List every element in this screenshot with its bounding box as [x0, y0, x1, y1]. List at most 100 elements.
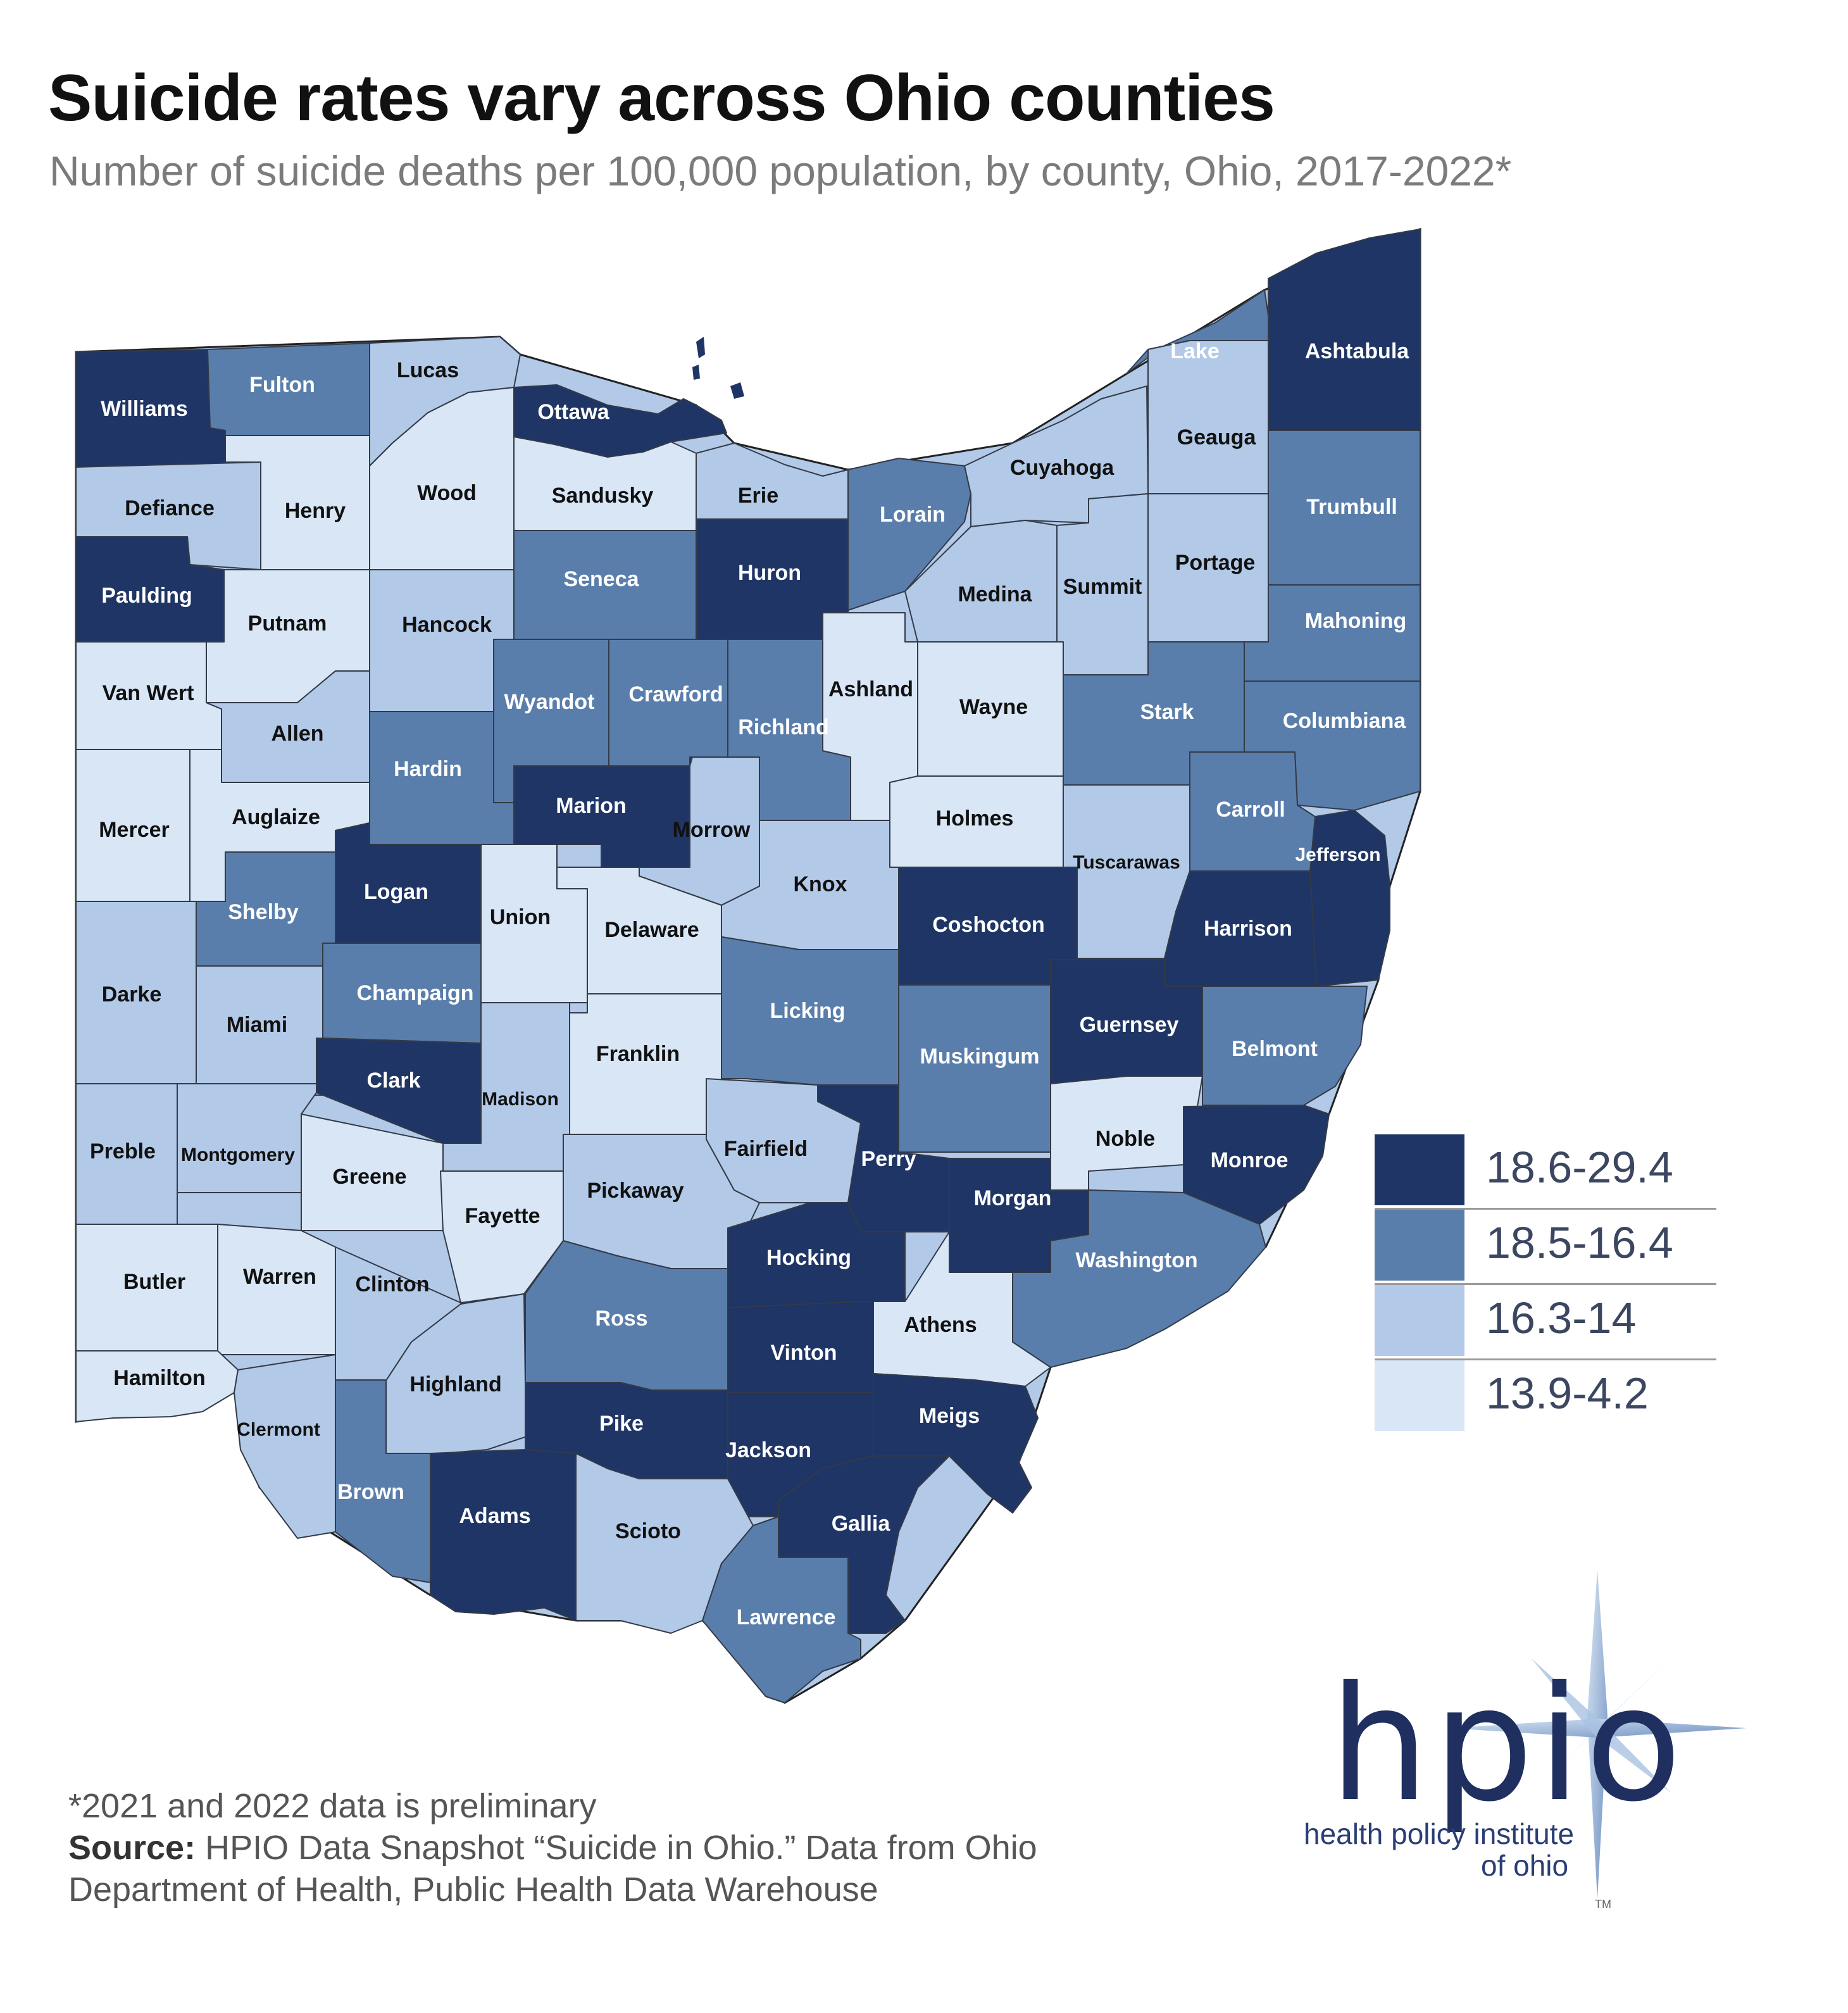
legend-item: 18.6-29.4: [1375, 1134, 1716, 1210]
county-label: Noble: [1096, 1127, 1155, 1151]
county-montgomery: [177, 1083, 317, 1193]
county-geauga: [1147, 340, 1269, 494]
county-label: Jefferson: [1295, 844, 1380, 865]
county-label: Guernsey: [1080, 1013, 1179, 1037]
county-label: Defiance: [125, 496, 215, 520]
county-label: Logan: [364, 880, 428, 904]
county-label: Meigs: [919, 1404, 980, 1428]
county-label: Coshocton: [932, 913, 1045, 937]
county-label: Licking: [770, 999, 845, 1023]
county-label: Henry: [285, 499, 346, 523]
county-label: Crawford: [628, 682, 723, 706]
county-label: Highland: [409, 1372, 501, 1396]
county-label: Mahoning: [1305, 609, 1407, 633]
county-label: Lake: [1170, 339, 1220, 363]
legend-swatch: [1375, 1210, 1464, 1281]
county-adams: [430, 1449, 577, 1621]
footnotes: *2021 and 2022 data is preliminary Sourc…: [68, 1785, 1037, 1910]
county-label: Auglaize: [232, 805, 320, 829]
legend-item: 18.5-16.4: [1375, 1210, 1716, 1285]
county-label: Gallia: [832, 1512, 891, 1536]
county-label: Lucas: [397, 358, 459, 382]
preliminary-note: *2021 and 2022 data is preliminary: [68, 1787, 597, 1825]
legend-item: 13.9-4.2: [1375, 1360, 1716, 1434]
legend-item: 16.3-14: [1375, 1285, 1716, 1360]
page-title: Suicide rates vary across Ohio counties: [48, 61, 1275, 135]
county-belmont: [1202, 986, 1368, 1106]
legend-label: 13.9-4.2: [1486, 1369, 1649, 1418]
county-label: Madison: [482, 1089, 559, 1110]
county-jefferson: [1309, 810, 1390, 987]
county-warren: [217, 1224, 336, 1355]
county-label: Portage: [1175, 551, 1256, 575]
county-label: Hancock: [402, 613, 492, 637]
legend-label: 18.5-16.4: [1486, 1218, 1673, 1267]
county-label: Fayette: [465, 1204, 540, 1228]
county-label: Hocking: [766, 1246, 851, 1270]
county-label: Champaign: [356, 981, 473, 1005]
county-hamilton: [75, 1350, 239, 1422]
county-label: Shelby: [228, 900, 299, 924]
legend: 18.6-29.4 18.5-16.4 16.3-14 13.9-4.2: [1375, 1134, 1716, 1434]
county-label: Morrow: [673, 818, 751, 842]
county-label: Lorain: [880, 503, 946, 527]
legend-swatch: [1375, 1285, 1464, 1356]
county-label: Monroe: [1211, 1148, 1289, 1172]
county-label: Mercer: [99, 818, 170, 842]
county-label: Marion: [556, 794, 626, 818]
county-lawrence: [702, 1516, 861, 1703]
county-label: Hardin: [394, 757, 462, 781]
island-2: [692, 365, 700, 380]
county-label: Muskingum: [920, 1044, 1040, 1069]
county-label: Jackson: [725, 1438, 811, 1462]
county-label: Clinton: [355, 1272, 429, 1296]
county-label: Allen: [271, 722, 323, 746]
county-label: Ashland: [828, 677, 913, 701]
county-label: Belmont: [1232, 1037, 1318, 1061]
county-label: Trumbull: [1306, 495, 1397, 519]
county-label: Preble: [90, 1139, 156, 1163]
logo-trademark: TM: [1595, 1898, 1611, 1910]
source-label: Source:: [68, 1829, 196, 1867]
county-label: Ashtabula: [1305, 339, 1409, 363]
county-label: Lawrence: [737, 1605, 836, 1629]
county-label: Pickaway: [587, 1179, 684, 1203]
county-label: Clermont: [237, 1419, 320, 1440]
county-label: Perry: [861, 1147, 916, 1171]
county-label: Washington: [1075, 1248, 1197, 1272]
county-ashtabula: [1268, 229, 1421, 431]
source-note-line2: Department of Health, Public Health Data…: [68, 1871, 878, 1909]
county-label: Fulton: [249, 373, 315, 397]
county-label: Stark: [1140, 700, 1194, 724]
island-1: [696, 337, 705, 358]
county-label: Hamilton: [113, 1366, 205, 1390]
county-label: Wyandot: [504, 690, 595, 714]
logo-line-1: health policy institute: [1304, 1817, 1575, 1850]
county-label: Brown: [337, 1480, 404, 1504]
county-label: Scioto: [615, 1519, 681, 1543]
county-label: Putnam: [248, 611, 327, 636]
county-label: Butler: [123, 1270, 185, 1294]
legend-swatch: [1375, 1360, 1464, 1431]
county-label: Athens: [904, 1313, 977, 1337]
county-label: Wood: [417, 481, 477, 505]
county-label: Delaware: [604, 918, 699, 942]
legend-label: 18.6-29.4: [1486, 1143, 1673, 1192]
county-label: Montgomery: [181, 1144, 295, 1165]
county-label: Geauga: [1177, 425, 1257, 449]
county-label: Carroll: [1216, 798, 1285, 822]
county-clermont: [234, 1354, 336, 1539]
county-label: Fairfield: [724, 1137, 808, 1161]
county-label: Huron: [738, 561, 801, 585]
county-label: Harrison: [1204, 917, 1292, 941]
county-label: Franklin: [596, 1042, 680, 1066]
logo-line-2: of ohio: [1481, 1849, 1569, 1882]
county-label: Vinton: [770, 1341, 837, 1365]
hpio-logo: hpio health policy institute of ohio TM: [1291, 1557, 1797, 1912]
county-label: Ottawa: [537, 400, 609, 424]
island-3: [730, 382, 744, 399]
county-label: Morgan: [974, 1186, 1052, 1210]
source-note: Source: HPIO Data Snapshot “Suicide in O…: [68, 1827, 1037, 1869]
county-label: Warren: [243, 1265, 316, 1289]
